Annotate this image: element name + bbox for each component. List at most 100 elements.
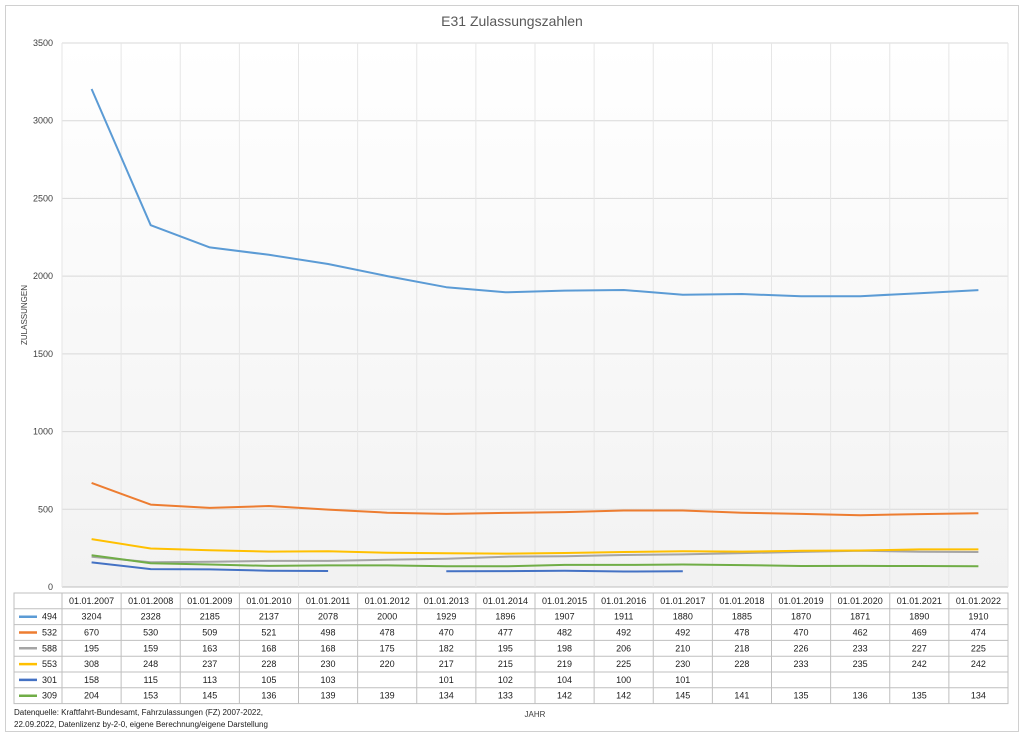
data-label: 482 xyxy=(557,628,572,638)
data-label: 136 xyxy=(261,691,276,701)
legend-label-309: 309 xyxy=(42,691,57,701)
data-label: 1870 xyxy=(791,612,811,622)
data-label: 242 xyxy=(912,659,927,669)
data-label: 139 xyxy=(321,691,336,701)
data-label: 168 xyxy=(261,643,276,653)
data-label: 1896 xyxy=(495,612,515,622)
data-label: 142 xyxy=(557,691,572,701)
y-tick-label: 2000 xyxy=(33,271,53,281)
data-label: 182 xyxy=(439,643,454,653)
chart-title: E31 Zulassungszahlen xyxy=(441,13,583,29)
data-label: 230 xyxy=(321,659,336,669)
data-label: 163 xyxy=(202,643,217,653)
data-label: 215 xyxy=(498,659,513,669)
data-label: 135 xyxy=(912,691,927,701)
data-label: 206 xyxy=(616,643,631,653)
data-label: 220 xyxy=(380,659,395,669)
x-tick-label: 01.01.2007 xyxy=(69,596,114,606)
data-label: 227 xyxy=(912,643,927,653)
data-label: 101 xyxy=(675,675,690,685)
data-label: 102 xyxy=(498,675,513,685)
x-tick-label: 01.01.2021 xyxy=(897,596,942,606)
data-label: 101 xyxy=(439,675,454,685)
data-label: 133 xyxy=(498,691,513,701)
legend-label-553: 553 xyxy=(42,659,57,669)
data-label: 219 xyxy=(557,659,572,669)
y-tick-label: 3500 xyxy=(33,38,53,48)
data-label: 1929 xyxy=(436,612,456,622)
data-label: 237 xyxy=(202,659,217,669)
data-label: 217 xyxy=(439,659,454,669)
data-label: 225 xyxy=(971,643,986,653)
data-label: 218 xyxy=(734,643,749,653)
legend-label-494: 494 xyxy=(42,612,57,622)
data-label: 233 xyxy=(853,643,868,653)
legend-label-532: 532 xyxy=(42,628,57,638)
data-label: 670 xyxy=(84,628,99,638)
data-label: 2328 xyxy=(141,612,161,622)
data-label: 134 xyxy=(439,691,454,701)
x-tick-label: 01.01.2016 xyxy=(601,596,646,606)
data-label: 492 xyxy=(616,628,631,638)
data-label: 204 xyxy=(84,691,99,701)
data-label: 226 xyxy=(794,643,809,653)
x-tick-label: 01.01.2008 xyxy=(128,596,173,606)
data-label: 175 xyxy=(380,643,395,653)
data-label: 159 xyxy=(143,643,158,653)
data-label: 100 xyxy=(616,675,631,685)
data-label: 2000 xyxy=(377,612,397,622)
data-label: 104 xyxy=(557,675,572,685)
data-label: 142 xyxy=(616,691,631,701)
data-label: 469 xyxy=(912,628,927,638)
x-tick-label: 01.01.2018 xyxy=(719,596,764,606)
data-label: 3204 xyxy=(82,612,102,622)
data-label: 113 xyxy=(203,675,217,685)
series-line-309 xyxy=(91,554,979,568)
data-table xyxy=(13,592,1009,705)
data-label: 308 xyxy=(84,659,99,669)
x-tick-label: 01.01.2011 xyxy=(306,596,350,606)
y-tick-label: 500 xyxy=(38,504,53,514)
x-tick-label: 01.01.2017 xyxy=(660,596,705,606)
data-label: 145 xyxy=(675,691,690,701)
x-axis-label: JAHR xyxy=(525,710,546,719)
data-label: 1907 xyxy=(555,612,575,622)
x-tick-label: 01.01.2020 xyxy=(838,596,883,606)
data-label: 135 xyxy=(794,691,809,701)
data-label: 498 xyxy=(321,628,336,638)
y-tick-label: 1000 xyxy=(33,427,53,437)
data-label: 195 xyxy=(84,643,99,653)
data-label: 228 xyxy=(734,659,749,669)
data-label: 478 xyxy=(380,628,395,638)
data-label: 198 xyxy=(557,643,572,653)
data-label: 477 xyxy=(498,628,513,638)
data-label: 1880 xyxy=(673,612,693,622)
data-label: 470 xyxy=(794,628,809,638)
series-line-301 xyxy=(91,561,329,572)
data-label: 1910 xyxy=(968,612,988,622)
x-tick-label: 01.01.2015 xyxy=(542,596,587,606)
data-label: 1911 xyxy=(614,612,633,622)
data-label: 230 xyxy=(675,659,690,669)
series-line-301 xyxy=(446,569,683,573)
data-label: 521 xyxy=(261,628,276,638)
legend-label-301: 301 xyxy=(42,675,57,685)
data-label: 134 xyxy=(971,691,986,701)
data-label: 1885 xyxy=(732,612,752,622)
x-tick-label: 01.01.2022 xyxy=(956,596,1001,606)
data-label: 509 xyxy=(202,628,217,638)
data-label: 2137 xyxy=(259,612,279,622)
data-label: 225 xyxy=(616,659,631,669)
y-axis-label: ZULASSUNGEN xyxy=(20,285,29,345)
data-label: 235 xyxy=(853,659,868,669)
x-tick-label: 01.01.2019 xyxy=(779,596,824,606)
data-label: 103 xyxy=(321,675,336,685)
data-label: 2078 xyxy=(318,612,338,622)
data-label: 530 xyxy=(143,628,158,638)
data-label: 478 xyxy=(734,628,749,638)
source-note-line-2: 22.09.2022, Datenlizenz by-2-0, eigene B… xyxy=(14,720,268,729)
data-label: 195 xyxy=(498,643,513,653)
data-label: 248 xyxy=(143,659,158,669)
legend-label-588: 588 xyxy=(42,643,57,653)
